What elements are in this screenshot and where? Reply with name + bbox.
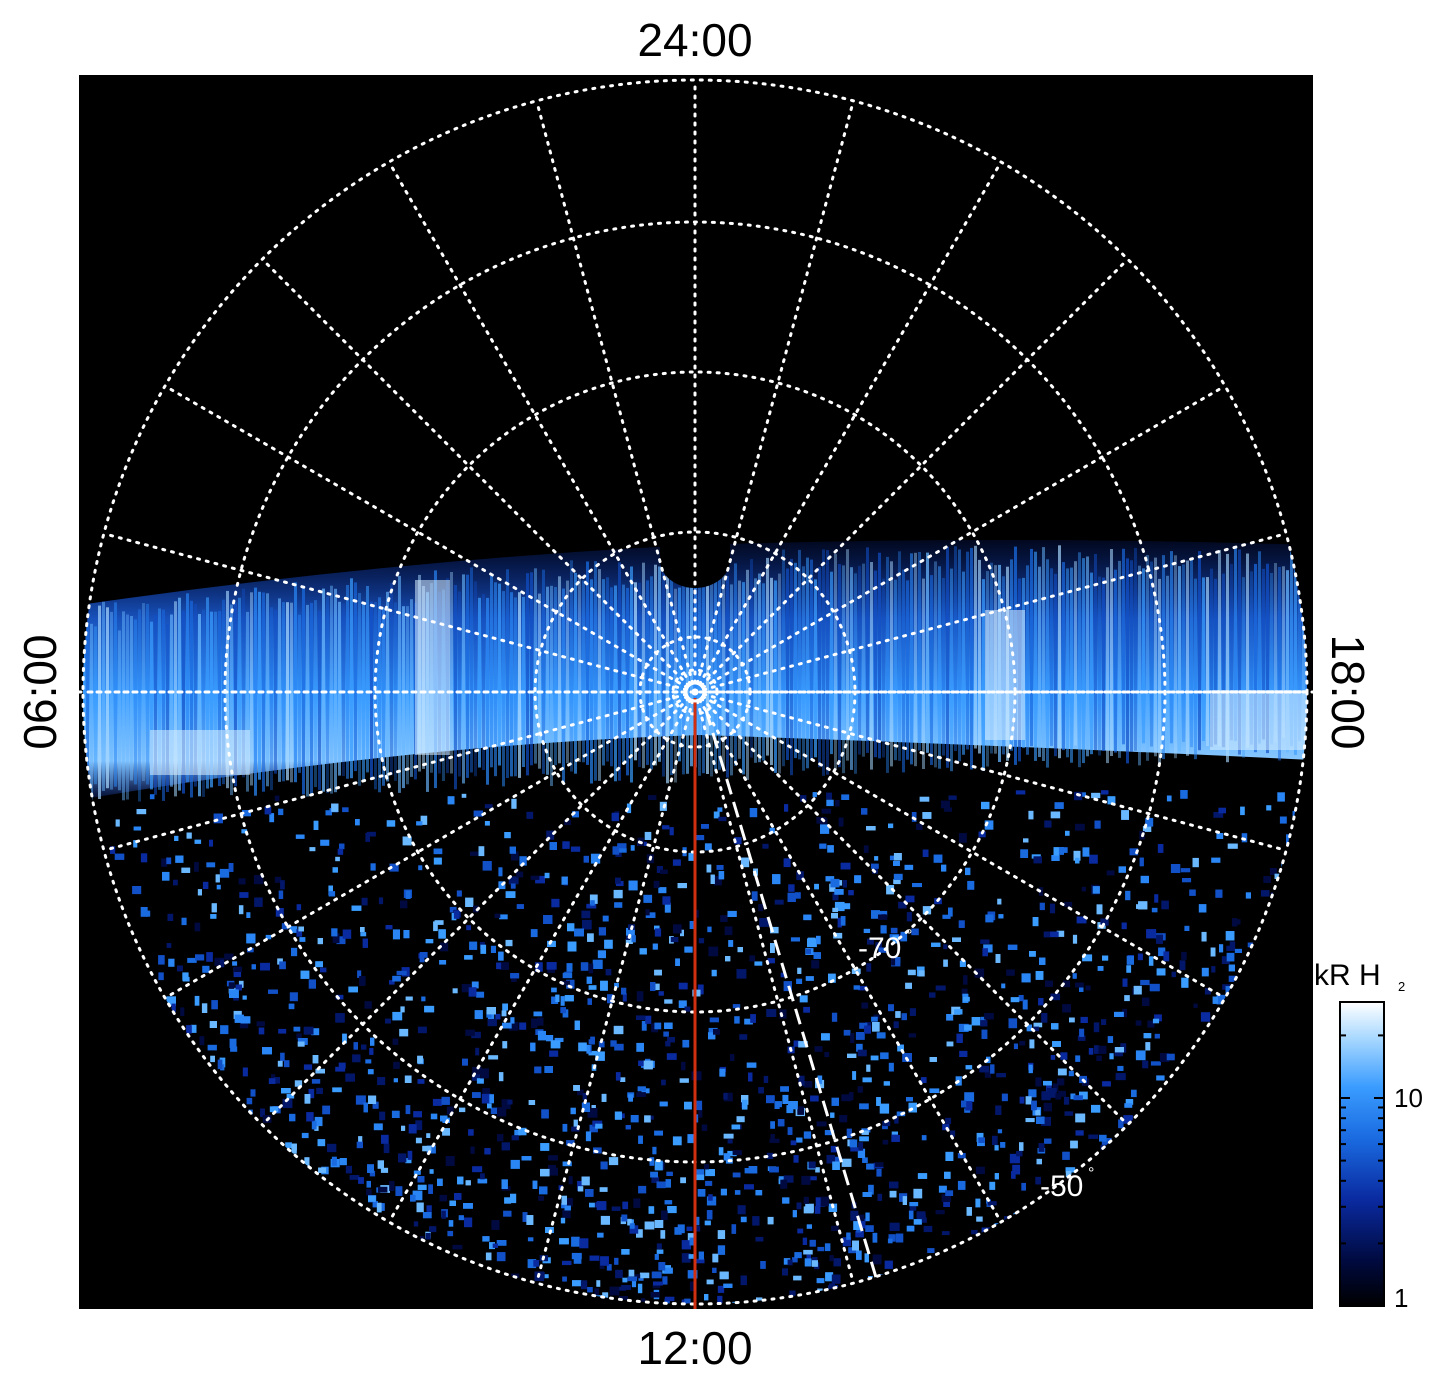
- oval-streaks: [83, 545, 1307, 802]
- local-time-meridian: [693, 384, 1227, 694]
- latitude-label-50-degree: °: [1088, 1165, 1094, 1182]
- polar-grid: [79, 78, 1313, 1306]
- colorbar-tick-label-10: 10: [1394, 1083, 1423, 1113]
- colorbar-title-subscript: 2: [1398, 979, 1405, 994]
- dashed-track-line: [704, 709, 880, 1285]
- latitude-label-50: -50: [1040, 1170, 1083, 1203]
- local-time-label-left: 06:00: [14, 634, 66, 749]
- local-time-meridian: [163, 384, 697, 694]
- local-time-meridian: [102, 690, 697, 852]
- colorbar-title: kR H: [1314, 959, 1381, 992]
- local-time-meridian: [693, 690, 1003, 1224]
- colorbar: kR H 2 10 1: [1314, 959, 1423, 1313]
- local-time-meridian: [387, 160, 697, 694]
- local-time-meridian: [102, 532, 697, 694]
- local-time-label-bottom: 12:00: [637, 1322, 752, 1374]
- local-time-meridian: [387, 690, 697, 1224]
- latitude-circle: [81, 78, 1309, 1306]
- local-time-meridian: [693, 690, 1288, 852]
- latitude-label-70: -70: [858, 932, 901, 965]
- local-time-meridian: [693, 257, 1130, 694]
- local-time-meridian: [260, 690, 697, 1127]
- pole-marker: [684, 681, 706, 703]
- colorbar-gradient: [1339, 1001, 1385, 1307]
- colorbar-tick-label-1: 1: [1394, 1283, 1408, 1313]
- colorbar-ticks: [1340, 1034, 1384, 1245]
- local-time-meridian: [535, 690, 697, 1285]
- local-time-label-top: 24:00: [637, 14, 752, 66]
- local-time-meridian: [693, 690, 1130, 1127]
- local-time-meridian: [693, 99, 855, 694]
- local-time-meridian: [260, 257, 697, 694]
- local-time-meridian: [693, 690, 855, 1285]
- local-time-meridian: [693, 690, 1227, 1000]
- latitude-label-70-degree: °: [906, 927, 912, 944]
- local-time-label-right: 18:00: [1322, 634, 1374, 749]
- local-time-meridian: [693, 160, 1003, 694]
- local-time-meridian: [163, 690, 697, 1000]
- local-time-meridian: [535, 99, 697, 694]
- local-time-meridian: [693, 532, 1288, 694]
